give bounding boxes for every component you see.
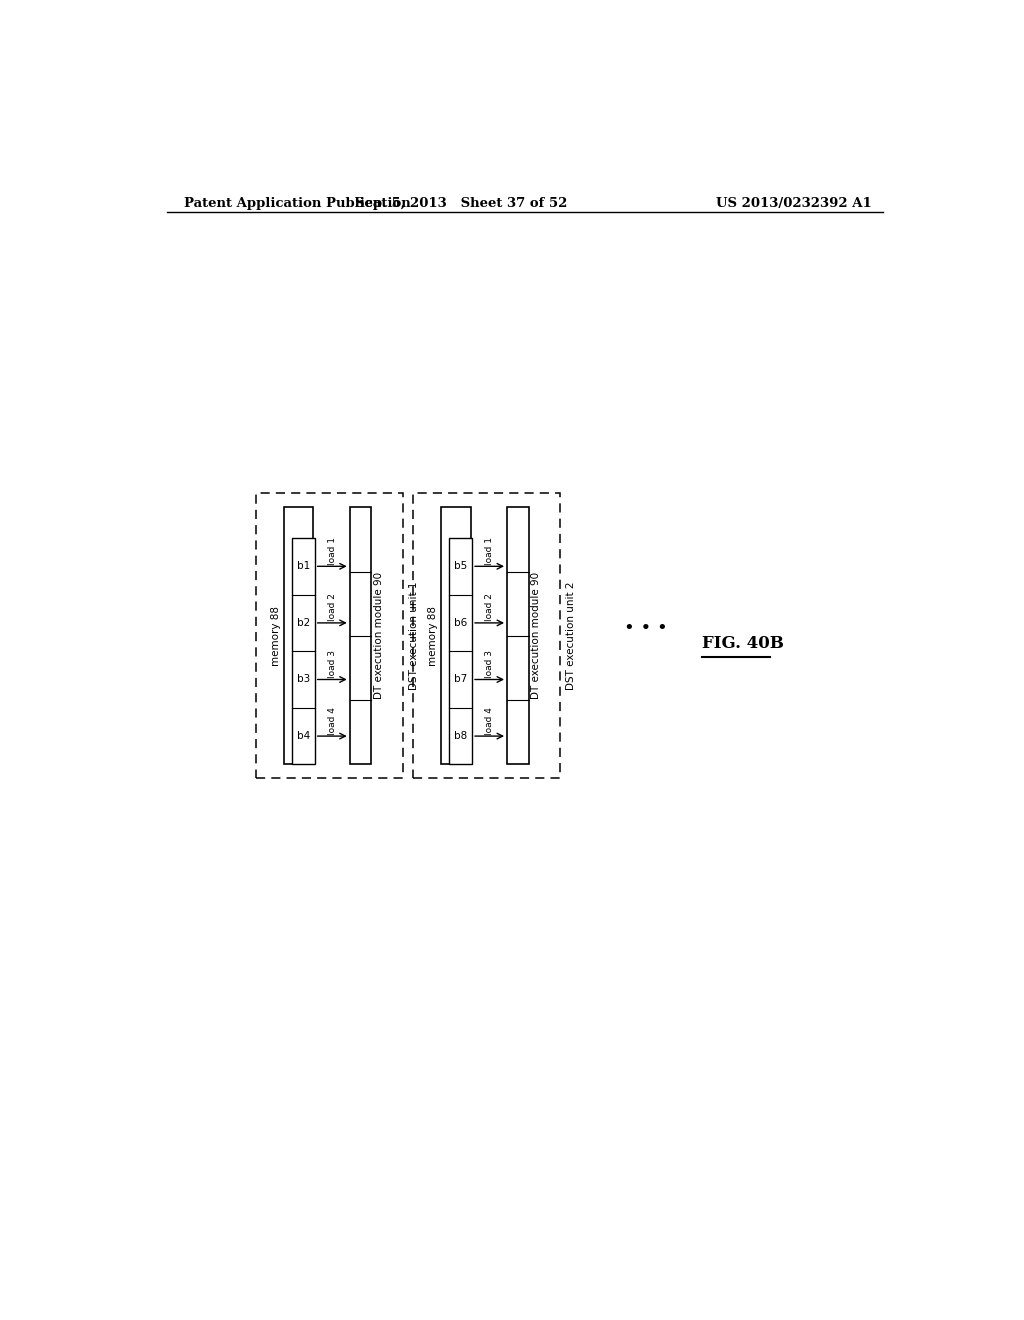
Bar [284,507,313,764]
Text: DST execution unit 2: DST execution unit 2 [566,582,577,690]
Text: b1: b1 [297,561,310,572]
Text: Sep. 5, 2013   Sheet 37 of 52: Sep. 5, 2013 Sheet 37 of 52 [355,197,567,210]
Text: load 3: load 3 [485,649,494,678]
Bar [292,539,314,764]
Text: b2: b2 [297,618,310,628]
Text: b8: b8 [454,731,467,741]
Bar [449,539,472,764]
Text: b5: b5 [454,561,467,572]
Text: load 2: load 2 [485,594,494,622]
Text: US 2013/0232392 A1: US 2013/0232392 A1 [716,197,872,210]
Text: memory 88: memory 88 [271,606,281,665]
Bar [256,494,403,779]
Text: load 4: load 4 [328,706,337,734]
Text: b7: b7 [454,675,467,685]
Text: FIG. 40B: FIG. 40B [701,635,783,652]
Text: Patent Application Publication: Patent Application Publication [183,197,411,210]
Bar [349,507,372,764]
Text: load 1: load 1 [328,537,337,565]
Text: load 1: load 1 [485,537,494,565]
Bar [441,507,471,764]
Text: load 2: load 2 [328,594,337,622]
Text: load 4: load 4 [485,706,494,734]
Text: DT execution module 90: DT execution module 90 [374,573,384,700]
Bar [414,494,560,779]
Text: load 3: load 3 [328,649,337,678]
Text: b6: b6 [454,618,467,628]
Text: b4: b4 [297,731,310,741]
Text: DT execution module 90: DT execution module 90 [531,573,542,700]
Text: b3: b3 [297,675,310,685]
Text: DST execution unit 1: DST execution unit 1 [409,582,419,690]
Text: • • •: • • • [624,619,668,638]
Text: memory 88: memory 88 [428,606,438,665]
Bar [507,507,528,764]
